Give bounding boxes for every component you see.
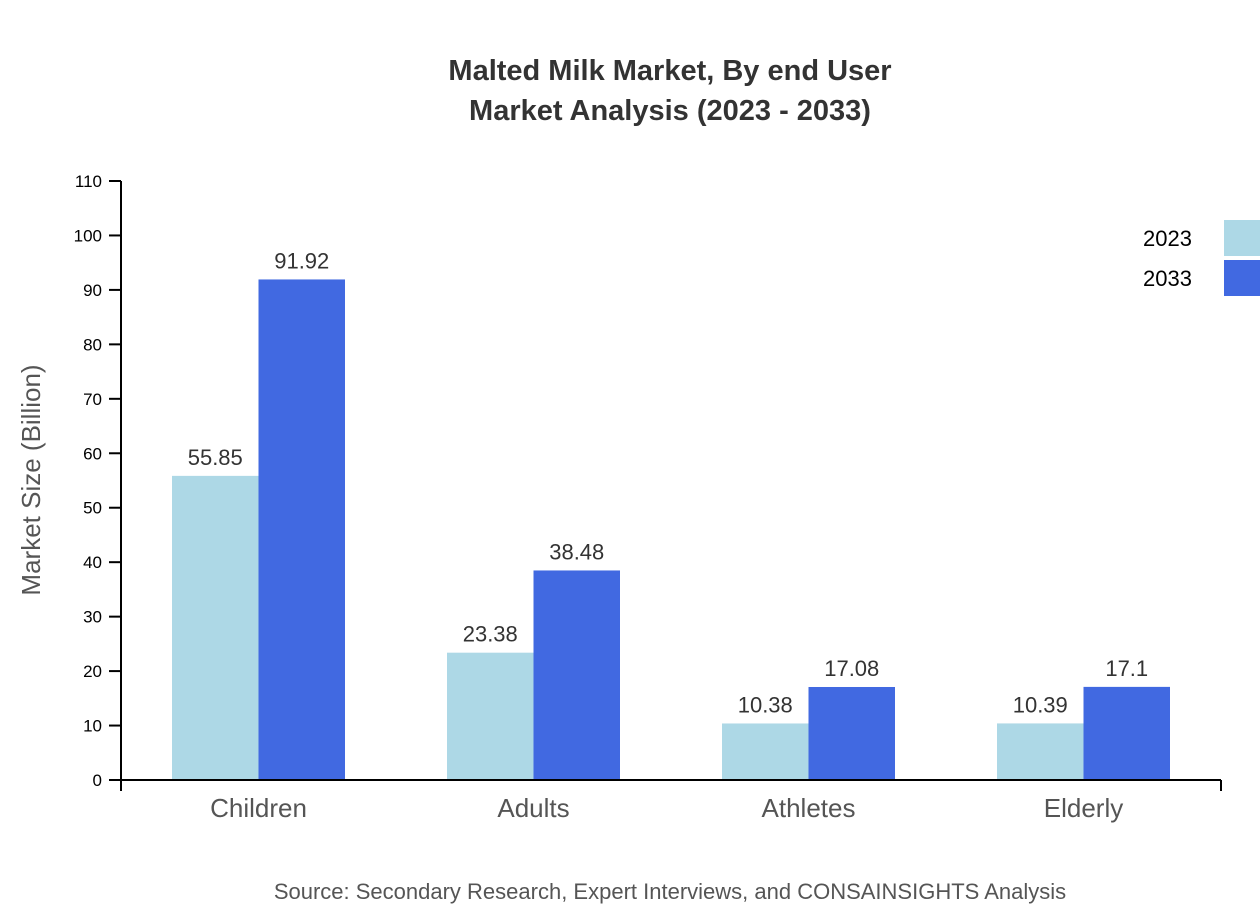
legend-swatch-2023: [1224, 220, 1260, 256]
chart-title: Malted Milk Market, By end User: [448, 55, 891, 87]
bar-adults-2033: [533, 570, 620, 780]
data-label: 23.38: [463, 622, 518, 647]
data-label: 91.92: [274, 248, 329, 273]
x-tick-label: Adults: [497, 793, 569, 823]
x-tick-label: Athletes: [762, 793, 856, 823]
y-tick-label: 0: [93, 771, 102, 790]
bar-children-2023: [172, 475, 259, 780]
data-label: 38.48: [549, 539, 604, 564]
y-tick-label: 10: [83, 717, 102, 736]
y-tick-label: 20: [83, 662, 102, 681]
data-label: 17.08: [824, 656, 879, 681]
y-tick-label: 70: [83, 390, 102, 409]
y-tick-label: 50: [83, 499, 102, 518]
data-label: 55.85: [188, 445, 243, 470]
source-note: Source: Secondary Research, Expert Inter…: [274, 879, 1066, 904]
y-tick-label: 40: [83, 553, 102, 572]
data-label: 10.38: [738, 692, 793, 717]
y-axis-label: Market Size (Billion): [16, 364, 46, 595]
x-tick-label: Children: [210, 793, 307, 823]
y-tick-label: 30: [83, 608, 102, 627]
bar-athletes-2033: [808, 686, 895, 780]
legend-label: 2033: [1143, 266, 1192, 291]
bar-elderly-2023: [997, 723, 1084, 780]
y-tick-label: 80: [83, 335, 102, 354]
legend-label: 2023: [1143, 226, 1192, 251]
legend-swatch-2033: [1224, 260, 1260, 296]
chart-subtitle: Market Analysis (2023 - 2033): [469, 95, 871, 127]
x-tick-label: Elderly: [1044, 793, 1123, 823]
bar-elderly-2033: [1083, 686, 1170, 780]
y-tick-label: 60: [83, 444, 102, 463]
bar-adults-2023: [447, 652, 534, 780]
y-tick-label: 110: [75, 172, 102, 191]
bar-children-2033: [258, 279, 345, 780]
data-label: 17.1: [1105, 656, 1148, 681]
y-tick-label: 90: [83, 281, 102, 300]
data-label: 10.39: [1013, 692, 1068, 717]
bar-athletes-2023: [722, 723, 809, 780]
y-tick-label: 100: [74, 226, 102, 245]
